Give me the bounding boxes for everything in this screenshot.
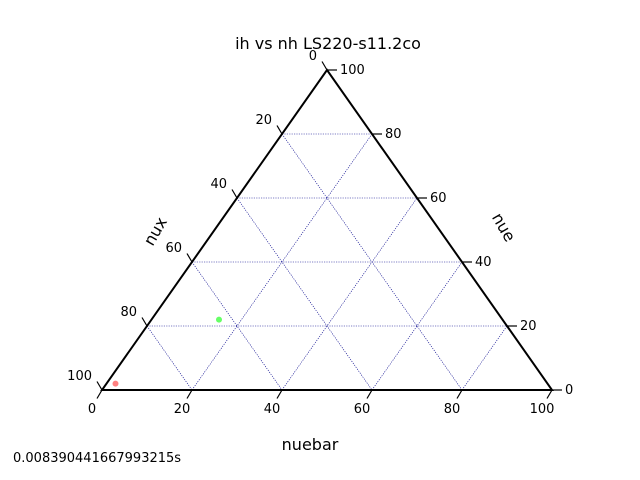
triangle-frame (100, 68, 554, 391)
data-point (216, 316, 222, 323)
left-tick (186, 253, 193, 263)
data-point (112, 380, 119, 387)
left-tick-label: 0 (309, 49, 317, 64)
grid-line (371, 261, 463, 391)
right-tick-label: 0 (565, 383, 573, 398)
grid-lines (146, 133, 508, 391)
bottom-tick (186, 389, 193, 399)
bottom-tick-label: 80 (444, 402, 461, 417)
bottom-tick-label: 40 (264, 402, 281, 417)
bottom-tick (96, 389, 103, 399)
left-tick (231, 189, 238, 199)
left-tick-label: 20 (255, 113, 272, 128)
bottom-tick-label: 0 (88, 402, 96, 417)
bottom-tick-label: 60 (354, 402, 371, 417)
right-tick-label: 20 (520, 319, 537, 334)
data-points (112, 316, 222, 387)
bottom-tick-label: 100 (530, 402, 555, 417)
left-tick (96, 381, 103, 391)
right-tick-label: 60 (430, 191, 447, 206)
left-tick-label: 80 (120, 305, 137, 320)
bottom-tick (366, 389, 373, 399)
axis-ticks: 0 0 0 20 20 20 40 40 40 60 60 60 80 80 80 100 100 100 (67, 49, 573, 417)
chart-title: ih vs nh LS220-s11.2co (235, 34, 421, 53)
grid-line (146, 325, 193, 391)
grid-line (461, 325, 508, 391)
right-tick-label: 80 (385, 127, 402, 142)
left-tick-label: 100 (67, 369, 92, 384)
right-tick-label: 100 (340, 63, 365, 78)
left-tick (141, 317, 148, 327)
grid-line (191, 261, 283, 391)
left-tick-label: 40 (210, 177, 227, 192)
right-axis-label: nue (488, 209, 520, 245)
x-axis-label: nuebar (282, 435, 339, 454)
bottom-tick (546, 389, 553, 399)
elapsed-time: 0.008390441667993215s (13, 451, 182, 466)
left-tick (321, 61, 328, 71)
left-tick-label: 60 (165, 241, 182, 256)
bottom-tick (276, 389, 283, 399)
left-tick (276, 125, 283, 135)
right-tick-label: 40 (475, 255, 492, 270)
grid-line (236, 197, 373, 391)
grid-line (281, 197, 418, 391)
bottom-tick-label: 20 (174, 402, 191, 417)
bottom-tick (456, 389, 463, 399)
